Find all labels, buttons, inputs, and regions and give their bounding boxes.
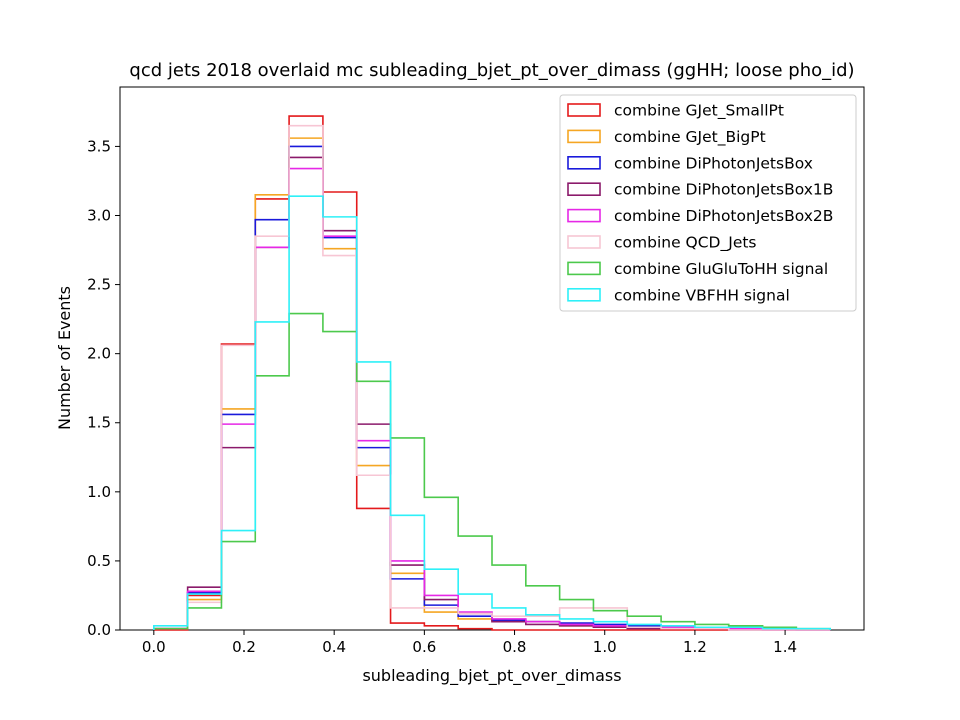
y-tick-label-2: 0.5 xyxy=(87,552,111,570)
legend-swatch-4 xyxy=(567,182,601,196)
legend-box xyxy=(559,94,857,312)
x-tick-label-8: 1.4 xyxy=(773,638,797,656)
x-tick-label-6: 1.0 xyxy=(593,638,617,656)
y-tick-label-7: 3.0 xyxy=(87,206,111,224)
legend-label-7: combine GluGluToHH signal xyxy=(614,260,828,278)
series-layer xyxy=(153,115,831,631)
series-line-8 xyxy=(153,195,831,630)
legend-swatch-7 xyxy=(567,261,601,276)
x-tick-label-4: 0.6 xyxy=(412,638,436,656)
x-tick-label-2: 0.2 xyxy=(232,638,256,656)
y-tick-label-6: 2.5 xyxy=(87,276,111,294)
x-tick-label-7: 1.2 xyxy=(683,638,707,656)
y-axis-label: Number of Events xyxy=(55,286,74,430)
y-tick-label-5: 2.0 xyxy=(87,345,111,363)
legend-swatch-5 xyxy=(567,208,601,223)
legend-label-5: combine DiPhotonJetsBox2B xyxy=(614,207,833,225)
legend-swatch-2 xyxy=(567,129,601,144)
legend-swatch-1 xyxy=(567,103,601,117)
x-tick-label-5: 0.8 xyxy=(503,638,527,656)
legend-label-3: combine DiPhotonJetsBox xyxy=(614,154,813,172)
legend-label-1: combine GJet_SmallPt xyxy=(614,102,784,121)
y-axis: 0.0 0.5 1.0 1.5 2.0 2.5 3.0 3.5 xyxy=(87,137,120,639)
legend-swatch-6 xyxy=(567,235,601,249)
y-tick-label-3: 1.0 xyxy=(87,483,111,501)
x-tick-label-1: 0.0 xyxy=(142,638,166,656)
legend-label-8: combine VBFHH signal xyxy=(614,286,790,304)
y-tick-label-1: 0.0 xyxy=(87,621,111,639)
x-axis-label: subleading_bjet_pt_over_dimass xyxy=(362,666,621,686)
legend-label-6: combine QCD_Jets xyxy=(614,234,757,253)
series-line-6 xyxy=(153,124,831,631)
legend-label-2: combine GJet_BigPt xyxy=(614,128,766,147)
legend-label-4: combine DiPhotonJetsBox1B xyxy=(614,181,833,199)
legend-swatch-3 xyxy=(567,156,601,170)
x-axis: 0.0 0.2 0.4 0.6 0.8 1.0 1.2 1.4 xyxy=(142,630,797,656)
y-tick-label-8: 3.5 xyxy=(87,137,111,155)
y-tick-label-4: 1.5 xyxy=(87,414,111,432)
chart-title: qcd jets 2018 overlaid mc subleading_bje… xyxy=(129,60,854,81)
x-tick-label-3: 0.4 xyxy=(322,638,346,656)
legend-swatch-8 xyxy=(567,287,601,302)
